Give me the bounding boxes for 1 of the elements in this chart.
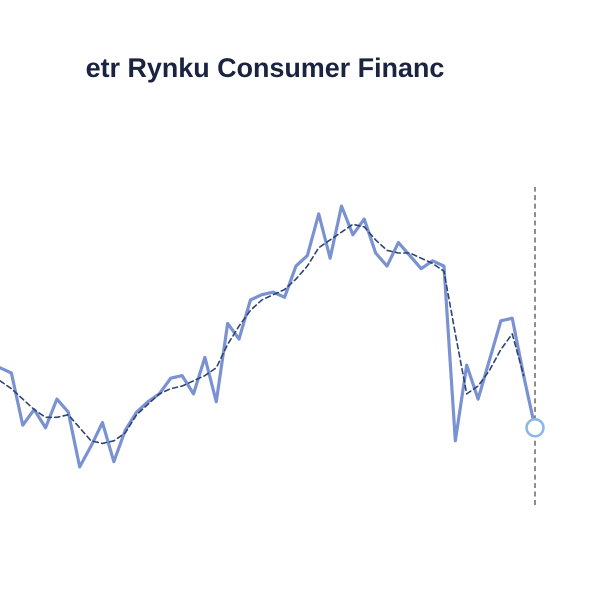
chart-title: etr Rynku Consumer Financ	[86, 57, 444, 83]
